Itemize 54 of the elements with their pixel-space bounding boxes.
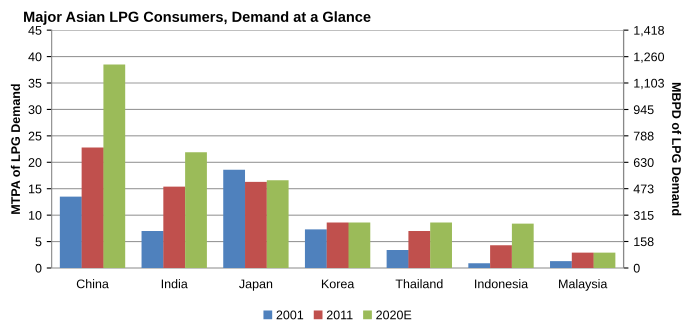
y-tick-label: 10 [29, 210, 42, 220]
y2-tick-label: 315 [634, 210, 654, 220]
bar [408, 231, 430, 268]
bar [550, 261, 572, 268]
bar [82, 147, 104, 268]
y-tick-label: 40 [28, 52, 42, 62]
chart-title: Major Asian LPG Consumers, Demand at a Glance [24, 11, 371, 25]
y-tick-label: 15 [29, 184, 42, 194]
x-tick-label: Japan [239, 280, 272, 291]
x-tick-label: India [162, 279, 188, 288]
bar [348, 222, 370, 268]
y-tick-label: 30 [28, 105, 42, 114]
bar [490, 245, 512, 268]
y-tick-label: 35 [28, 78, 42, 88]
y-tick-label: 20 [28, 158, 42, 167]
bar [468, 263, 490, 268]
y2-tick-label: 630 [634, 158, 654, 167]
bar [142, 231, 164, 268]
bar [245, 182, 267, 268]
x-tick-label: Korea [322, 280, 354, 288]
bar [430, 222, 452, 268]
legend-label: 2020E [376, 310, 412, 320]
legend-label: 2001 [276, 310, 304, 320]
y2-axis-title: MBPD of LPG Demand [672, 82, 682, 216]
y2-tick-label: 945 [634, 105, 654, 114]
bar [163, 186, 186, 268]
y2-tick-label: 473 [634, 184, 654, 194]
y2-tick-label: 158 [634, 237, 654, 246]
bar [60, 196, 82, 268]
y-tick-label: 5 [36, 238, 42, 246]
y-tick-label: 0 [35, 264, 42, 273]
bar [103, 64, 126, 268]
bar [304, 229, 327, 268]
bar [386, 250, 408, 268]
bar [266, 180, 289, 268]
y2-tick-label: 1,260 [634, 52, 664, 63]
y2-tick-label: 1,418 [634, 26, 664, 36]
x-tick-label: China [76, 279, 109, 288]
bar [594, 252, 616, 268]
y-tick-label: 45 [28, 26, 42, 35]
bar [512, 224, 534, 268]
x-tick-label: Indonesia [475, 279, 528, 288]
bar [326, 222, 349, 268]
x-tick-label: Malaysia [559, 279, 608, 291]
bar [185, 152, 207, 268]
y2-tick-label: 1,103 [634, 78, 664, 90]
y-tick-label: 25 [28, 132, 42, 141]
y2-tick-label: 788 [634, 132, 654, 140]
x-tick-label: Thailand [396, 279, 442, 288]
bar [223, 170, 246, 268]
legend-label: 2011 [326, 310, 353, 320]
y2-tick-label: 0 [634, 264, 640, 273]
bar [572, 252, 594, 268]
y-axis-title: MTPA of LPG Demand [10, 84, 20, 214]
